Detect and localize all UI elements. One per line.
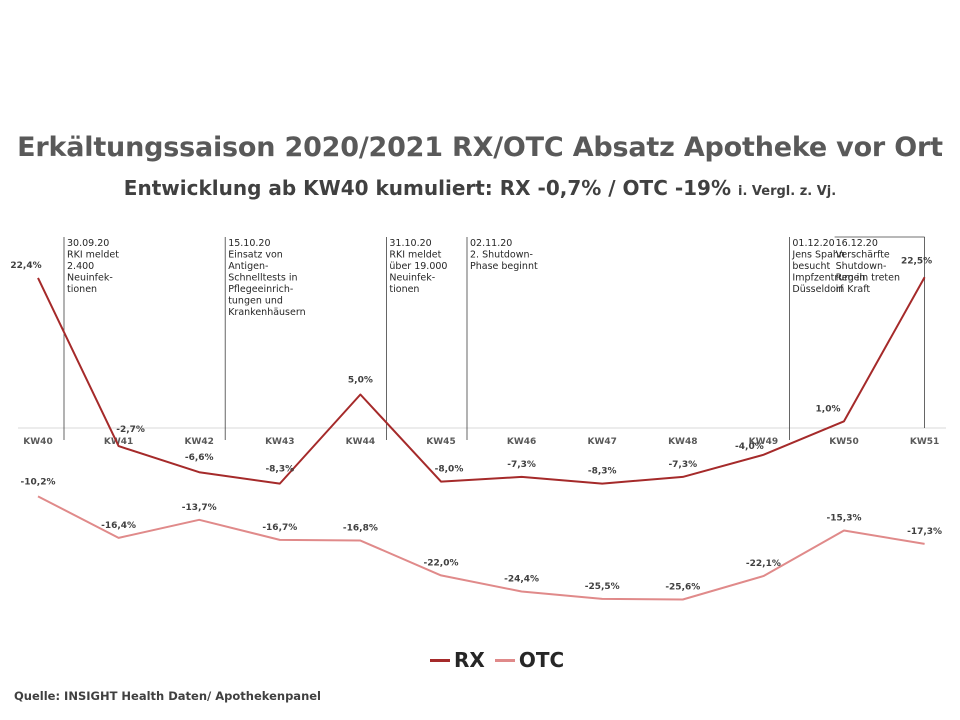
x-tick-label: KW45 <box>426 437 455 447</box>
annotation-text: 2. Shutdown- <box>470 250 533 261</box>
annotation-text: Neuinfek- <box>67 273 113 284</box>
annotation-text: besucht <box>792 261 830 272</box>
annotation-text: 31.10.20 <box>389 238 431 249</box>
annotation-text: Jens Spahn <box>791 250 845 261</box>
subtitle-main: Entwicklung ab KW40 kumuliert: RX -0,7% … <box>123 176 732 200</box>
data-label-rx: -2,7% <box>116 425 145 435</box>
annotation-text: RKI meldet <box>67 250 119 261</box>
x-tick-label: KW50 <box>829 437 858 447</box>
x-tick-label: KW51 <box>910 437 939 447</box>
data-label-rx: -7,3% <box>507 460 536 470</box>
series-line-otc <box>37 495 925 601</box>
x-tick-label: KW44 <box>346 437 375 447</box>
data-label-rx: 5,0% <box>348 376 373 386</box>
annotation-text: Antigen- <box>228 261 268 272</box>
legend-item-rx: RX <box>430 648 485 672</box>
annotation-text: 16.12.20 <box>836 238 878 249</box>
annotation-text: 2.400 <box>67 261 94 272</box>
annotation-text: 15.10.20 <box>228 238 270 249</box>
data-label-rx: -4,0% <box>735 442 764 452</box>
data-label-otc: -16,7% <box>262 523 297 533</box>
legend-item-otc: OTC <box>494 648 565 672</box>
data-label-rx: -8,3% <box>588 467 617 477</box>
data-label-rx: -8,0% <box>435 465 464 475</box>
data-label-rx: -6,6% <box>185 453 214 463</box>
annotation-text: Shutdown- <box>836 261 887 272</box>
chart-subtitle: Entwicklung ab KW40 kumuliert: RX -0,7% … <box>0 176 960 200</box>
annotation-text: 01.12.20 <box>792 238 834 249</box>
annotation-text: 02.11.20 <box>470 238 512 249</box>
annotation-text: Krankenhäusern <box>228 307 305 318</box>
annotation-text: Phase beginnt <box>470 261 538 272</box>
data-label-otc: -25,6% <box>665 583 700 593</box>
series-line-rx <box>37 276 926 485</box>
x-tick-label: KW42 <box>184 437 213 447</box>
annotation-text: in Kraft <box>836 284 871 295</box>
annotation-text: Impfzentrum in <box>792 273 865 284</box>
data-label-rx: 1,0% <box>816 404 841 414</box>
annotation-text: Regeln treten <box>836 273 900 284</box>
annotation-text: Pflegeeinrich- <box>228 284 293 295</box>
x-tick-label: KW47 <box>587 437 616 447</box>
source-note: Quelle: INSIGHT Health Daten/ Apothekenp… <box>14 689 321 703</box>
data-label-otc: -16,8% <box>343 524 378 534</box>
annotation-text: tionen <box>67 284 97 295</box>
data-label-otc: -22,0% <box>424 558 459 568</box>
data-label-otc: -10,2% <box>21 477 56 487</box>
x-tick-label: KW49 <box>749 437 778 447</box>
annotation-text: 30.09.20 <box>67 238 109 249</box>
subtitle-note: i. Vergl. z. Vj. <box>737 184 837 199</box>
data-label-otc: -24,4% <box>504 574 539 584</box>
data-label-rx: -7,3% <box>668 460 697 470</box>
chart-title: Erkältungssaison 2020/2021 RX/OTC Absatz… <box>17 132 943 163</box>
annotation-text: Einsatz von <box>228 250 283 261</box>
annotation-text: Verschärfte <box>836 250 890 261</box>
data-label-otc: -22,1% <box>746 559 781 569</box>
data-label-otc: -13,7% <box>182 503 217 513</box>
data-label-otc: -17,3% <box>907 527 942 537</box>
data-label-rx: -8,3% <box>265 465 294 475</box>
annotation-text: Düsseldorf <box>792 284 843 295</box>
annotation-text: Neuinfek- <box>389 273 435 284</box>
data-label-rx: 22,4% <box>10 261 41 271</box>
legend-label-rx: RX <box>454 648 485 672</box>
x-tick-label: KW46 <box>507 437 536 447</box>
x-tick-label: KW41 <box>104 437 133 447</box>
x-tick-label: KW43 <box>265 437 294 447</box>
data-label-rx: 22,5% <box>901 256 932 266</box>
annotation-text: tionen <box>389 284 419 295</box>
annotation-text: tungen und <box>228 296 283 307</box>
legend-swatch-otc <box>494 658 515 662</box>
legend-label-otc: OTC <box>518 648 565 672</box>
legend-swatch-rx <box>430 658 450 662</box>
x-tick-label: KW48 <box>668 437 697 447</box>
annotation-text: RKI meldet <box>389 250 441 261</box>
data-label-otc: -16,4% <box>101 521 136 531</box>
chart-legend: RX OTC <box>430 648 574 672</box>
annotation-text: über 19.000 <box>389 261 447 272</box>
x-tick-label: KW40 <box>23 437 52 447</box>
data-label-otc: -25,5% <box>585 582 620 592</box>
data-label-otc: -15,3% <box>827 514 862 524</box>
annotation-text: Schnelltests in <box>228 273 297 284</box>
